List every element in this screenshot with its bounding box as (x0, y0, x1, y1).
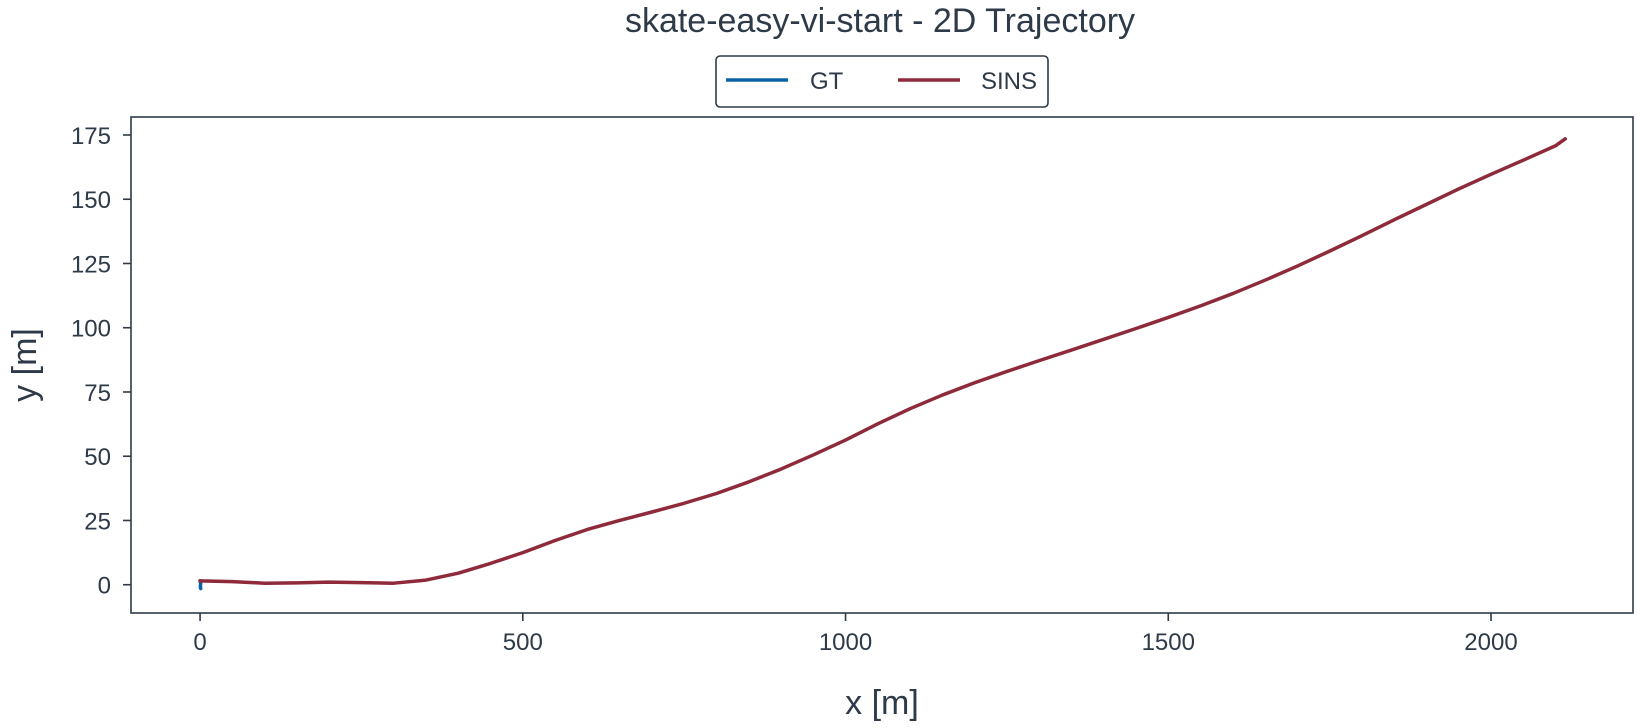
x-tick-label: 500 (503, 629, 543, 656)
y-tick-label: 175 (71, 123, 111, 150)
legend-label-gt: GT (810, 68, 844, 95)
y-tick-label: 150 (71, 187, 111, 214)
y-tick-label: 75 (84, 380, 111, 407)
legend-label-sins: SINS (981, 68, 1037, 95)
series-layer (198, 137, 1567, 591)
y-tick-label: 125 (71, 251, 111, 278)
y-axis-ticks: 0 25 50 75 100 125 150 175 (71, 123, 131, 600)
legend: GT SINS (715, 55, 1049, 108)
plot-area-frame (130, 116, 1634, 614)
y-tick-label: 100 (71, 316, 111, 343)
x-axis-label: x [m] (845, 684, 919, 722)
y-tick-label: 0 (98, 573, 111, 600)
x-tick-label: 0 (193, 629, 206, 656)
chart-title: skate-easy-vi-start - 2D Trajectory (625, 2, 1135, 40)
x-tick-label: 1500 (1142, 629, 1195, 656)
y-axis-label: y [m] (6, 328, 44, 402)
x-tick-label: 1000 (819, 629, 872, 656)
legend-frame (715, 55, 1049, 108)
x-tick-label: 2000 (1464, 629, 1517, 656)
y-tick-label: 50 (84, 444, 111, 471)
x-axis-ticks: 0 500 1000 1500 2000 (193, 613, 1518, 656)
series-line-sins (198, 137, 1567, 585)
y-tick-label: 25 (84, 508, 111, 535)
